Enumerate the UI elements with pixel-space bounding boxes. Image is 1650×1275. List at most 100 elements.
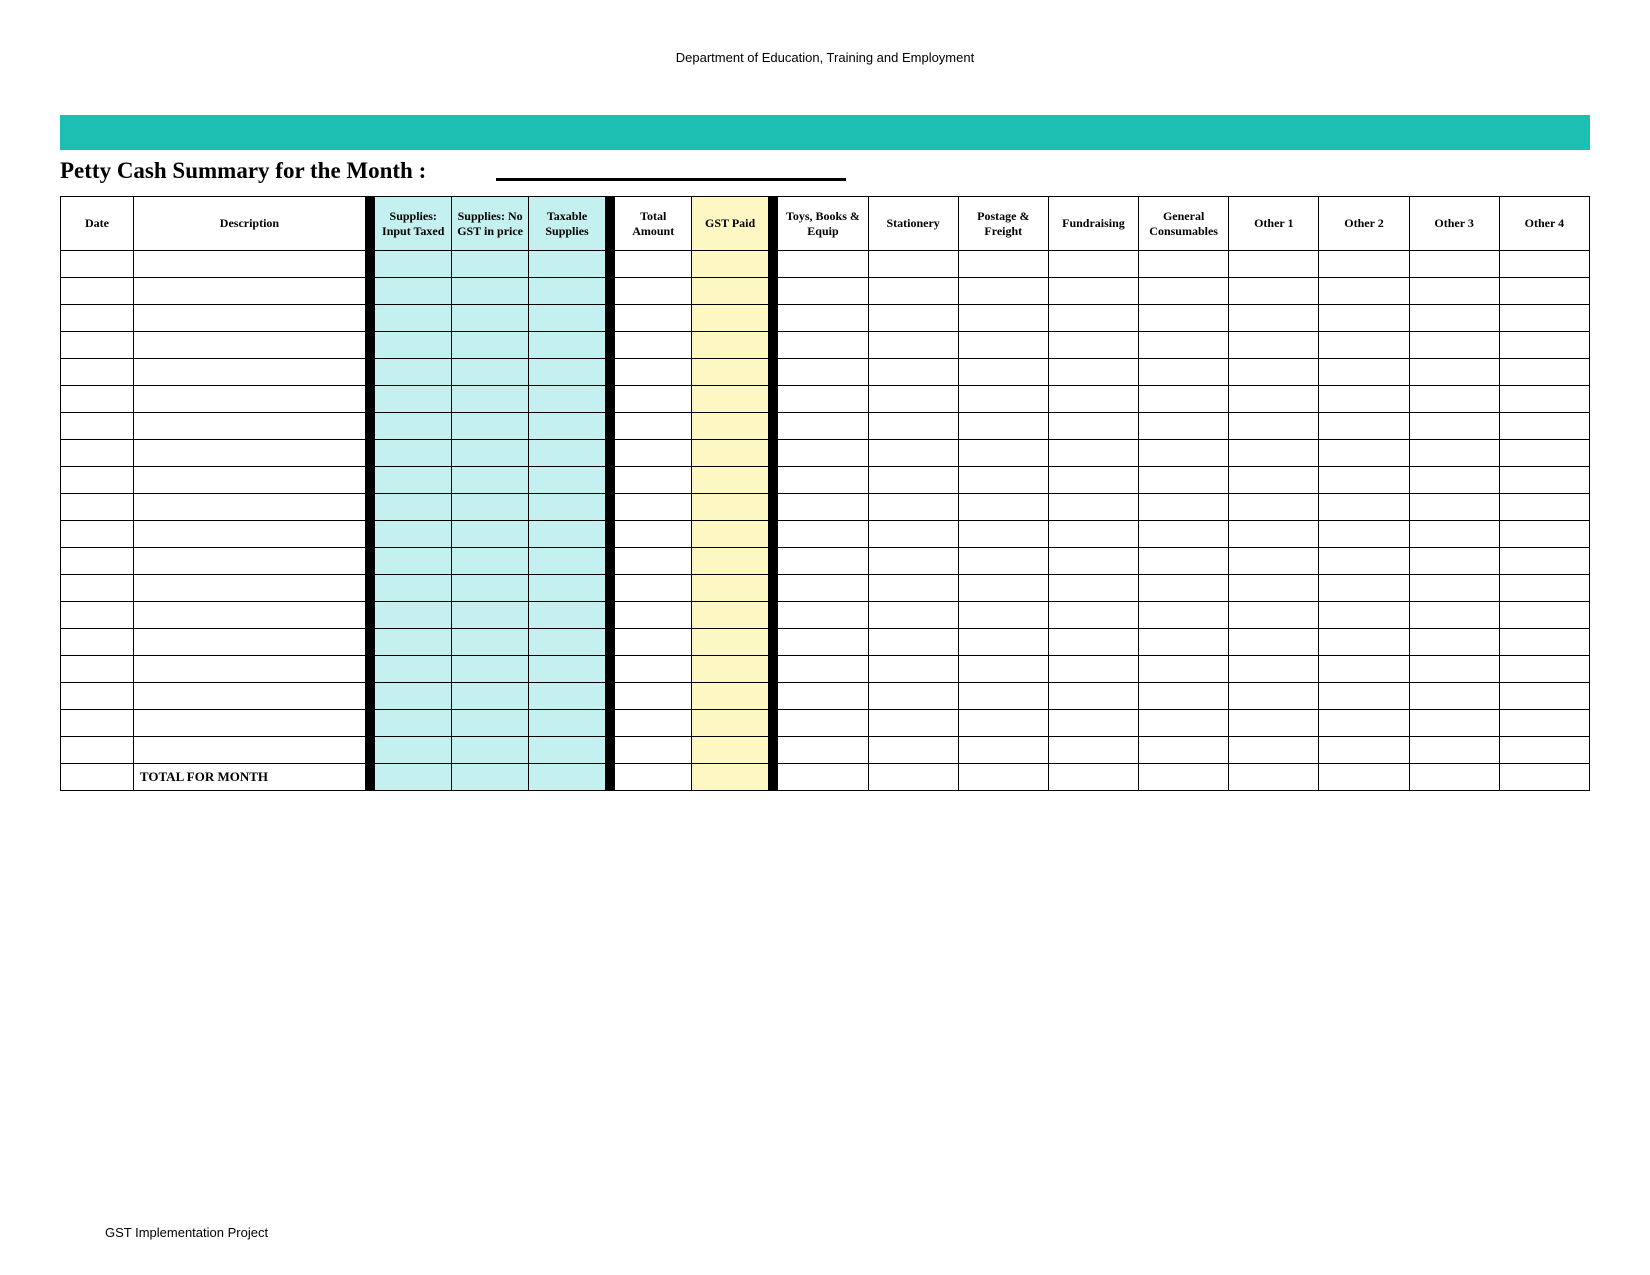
cell-other1[interactable]: [1229, 251, 1319, 278]
cell-taxable_supplies[interactable]: [529, 440, 606, 467]
cell-total_amount[interactable]: [615, 386, 692, 413]
cell-taxable_supplies[interactable]: [529, 656, 606, 683]
cell-stationery[interactable]: [868, 710, 958, 737]
cell-other1[interactable]: [1229, 305, 1319, 332]
cell-other3[interactable]: [1409, 278, 1499, 305]
cell-supplies_input_taxed[interactable]: [375, 494, 452, 521]
cell-postage_freight[interactable]: [958, 278, 1048, 305]
cell-other4[interactable]: [1499, 440, 1589, 467]
cell-toys_books_equip[interactable]: [778, 251, 868, 278]
cell-supplies_no_gst[interactable]: [452, 332, 529, 359]
cell-toys_books_equip[interactable]: [778, 710, 868, 737]
cell-supplies_input_taxed[interactable]: [375, 548, 452, 575]
cell-gst_paid[interactable]: [692, 278, 769, 305]
cell-total_amount[interactable]: [615, 332, 692, 359]
cell-general_consumables[interactable]: [1139, 359, 1229, 386]
cell-description[interactable]: [133, 305, 365, 332]
cell-other1[interactable]: [1229, 278, 1319, 305]
cell-total_amount[interactable]: [615, 494, 692, 521]
cell-description[interactable]: [133, 278, 365, 305]
cell-date[interactable]: [61, 332, 134, 359]
cell-date[interactable]: [61, 251, 134, 278]
cell-toys_books_equip[interactable]: [778, 683, 868, 710]
cell-other1[interactable]: [1229, 521, 1319, 548]
cell-toys_books_equip[interactable]: [778, 602, 868, 629]
cell-supplies_input_taxed[interactable]: [375, 710, 452, 737]
cell-toys_books_equip[interactable]: [778, 521, 868, 548]
cell-other3[interactable]: [1409, 575, 1499, 602]
cell-date[interactable]: [61, 575, 134, 602]
cell-description[interactable]: [133, 386, 365, 413]
cell-other3[interactable]: [1409, 386, 1499, 413]
cell-other1[interactable]: [1229, 332, 1319, 359]
cell-gst_paid[interactable]: [692, 521, 769, 548]
cell-other2[interactable]: [1319, 278, 1409, 305]
cell-postage_freight[interactable]: [958, 386, 1048, 413]
cell-fundraising[interactable]: [1048, 683, 1138, 710]
cell-description[interactable]: [133, 656, 365, 683]
cell-stationery[interactable]: [868, 251, 958, 278]
cell-postage_freight[interactable]: [958, 683, 1048, 710]
cell-date[interactable]: [61, 521, 134, 548]
cell-other4[interactable]: [1499, 656, 1589, 683]
cell-general_consumables[interactable]: [1139, 278, 1229, 305]
cell-total_amount[interactable]: [615, 656, 692, 683]
cell-general_consumables[interactable]: [1139, 710, 1229, 737]
cell-postage_freight[interactable]: [958, 602, 1048, 629]
cell-general_consumables[interactable]: [1139, 683, 1229, 710]
cell-fundraising[interactable]: [1048, 359, 1138, 386]
cell-supplies_no_gst[interactable]: [452, 494, 529, 521]
cell-toys_books_equip[interactable]: [778, 575, 868, 602]
cell-other4[interactable]: [1499, 278, 1589, 305]
cell-taxable_supplies[interactable]: [529, 332, 606, 359]
cell-postage_freight[interactable]: [958, 656, 1048, 683]
cell-other1[interactable]: [1229, 494, 1319, 521]
cell-supplies_no_gst[interactable]: [452, 440, 529, 467]
cell-other3[interactable]: [1409, 440, 1499, 467]
cell-postage_freight[interactable]: [958, 521, 1048, 548]
cell-supplies_no_gst[interactable]: [452, 575, 529, 602]
cell-other1[interactable]: [1229, 467, 1319, 494]
cell-postage_freight[interactable]: [958, 548, 1048, 575]
cell-general_consumables[interactable]: [1139, 413, 1229, 440]
cell-taxable_supplies[interactable]: [529, 467, 606, 494]
cell-other2[interactable]: [1319, 575, 1409, 602]
cell-supplies_input_taxed[interactable]: [375, 278, 452, 305]
cell-stationery[interactable]: [868, 656, 958, 683]
cell-stationery[interactable]: [868, 602, 958, 629]
cell-stationery[interactable]: [868, 386, 958, 413]
cell-gst_paid[interactable]: [692, 602, 769, 629]
cell-stationery[interactable]: [868, 332, 958, 359]
cell-other4[interactable]: [1499, 305, 1589, 332]
cell-general_consumables[interactable]: [1139, 305, 1229, 332]
cell-other3[interactable]: [1409, 305, 1499, 332]
cell-fundraising[interactable]: [1048, 305, 1138, 332]
cell-other1[interactable]: [1229, 602, 1319, 629]
cell-fundraising[interactable]: [1048, 440, 1138, 467]
cell-other4[interactable]: [1499, 602, 1589, 629]
cell-description[interactable]: [133, 629, 365, 656]
cell-total_amount[interactable]: [615, 413, 692, 440]
cell-gst_paid[interactable]: [692, 494, 769, 521]
cell-stationery[interactable]: [868, 629, 958, 656]
cell-total_amount[interactable]: [615, 710, 692, 737]
cell-description[interactable]: [133, 332, 365, 359]
cell-gst_paid[interactable]: [692, 737, 769, 764]
cell-total_amount[interactable]: [615, 737, 692, 764]
cell-fundraising[interactable]: [1048, 575, 1138, 602]
cell-description[interactable]: [133, 710, 365, 737]
cell-supplies_no_gst[interactable]: [452, 467, 529, 494]
cell-supplies_input_taxed[interactable]: [375, 251, 452, 278]
cell-supplies_input_taxed[interactable]: [375, 575, 452, 602]
cell-fundraising[interactable]: [1048, 737, 1138, 764]
cell-total_amount[interactable]: [615, 278, 692, 305]
cell-other2[interactable]: [1319, 656, 1409, 683]
cell-date[interactable]: [61, 683, 134, 710]
cell-postage_freight[interactable]: [958, 737, 1048, 764]
cell-other3[interactable]: [1409, 467, 1499, 494]
cell-supplies_input_taxed[interactable]: [375, 359, 452, 386]
cell-total_amount[interactable]: [615, 467, 692, 494]
cell-gst_paid[interactable]: [692, 305, 769, 332]
cell-total_amount[interactable]: [615, 548, 692, 575]
cell-gst_paid[interactable]: [692, 413, 769, 440]
